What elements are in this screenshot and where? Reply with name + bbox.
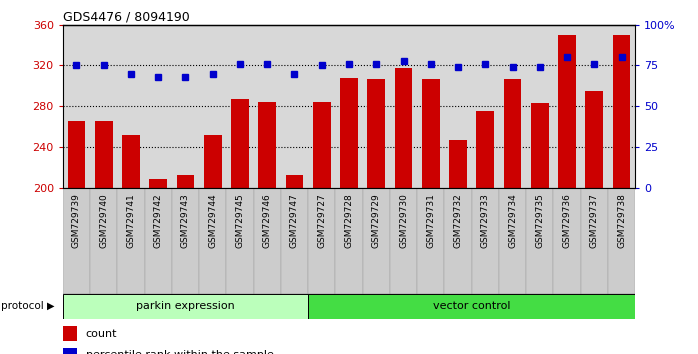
Bar	[581, 188, 608, 294]
Bar	[177, 176, 194, 188]
Text: GSM729735: GSM729735	[535, 193, 544, 248]
Text: GSM729739: GSM729739	[72, 193, 81, 248]
Bar	[554, 188, 581, 294]
Bar	[63, 326, 77, 341]
Bar	[308, 294, 635, 319]
Text: GSM729734: GSM729734	[508, 193, 517, 248]
Bar	[613, 35, 630, 188]
Text: GSM729732: GSM729732	[454, 193, 463, 248]
Bar	[390, 188, 417, 294]
Text: GSM729736: GSM729736	[563, 193, 572, 248]
Bar	[281, 188, 308, 294]
Bar	[226, 188, 253, 294]
Bar	[417, 188, 445, 294]
Bar	[558, 35, 576, 188]
Bar	[231, 99, 248, 188]
Bar	[531, 103, 549, 188]
Text: GSM729733: GSM729733	[481, 193, 490, 248]
Bar	[90, 188, 117, 294]
Text: vector control: vector control	[433, 301, 510, 311]
Bar	[445, 188, 472, 294]
Text: ▶: ▶	[47, 301, 55, 311]
Text: GSM729747: GSM729747	[290, 193, 299, 248]
Bar	[199, 188, 226, 294]
Text: GSM729730: GSM729730	[399, 193, 408, 248]
Text: GSM729727: GSM729727	[318, 193, 326, 248]
Text: GSM729738: GSM729738	[617, 193, 626, 248]
Bar	[285, 176, 304, 188]
Text: GSM729741: GSM729741	[126, 193, 135, 248]
Text: GSM729740: GSM729740	[99, 193, 108, 248]
Bar	[204, 135, 221, 188]
Bar	[526, 188, 554, 294]
Bar	[258, 102, 276, 188]
Bar	[95, 121, 112, 188]
Bar	[340, 78, 358, 188]
Bar	[608, 188, 635, 294]
Bar	[472, 188, 499, 294]
Bar	[422, 79, 440, 188]
Text: GSM729742: GSM729742	[154, 193, 163, 247]
Bar	[504, 79, 521, 188]
Text: GSM729728: GSM729728	[345, 193, 353, 248]
Text: parkin expression: parkin expression	[136, 301, 235, 311]
Text: GSM729743: GSM729743	[181, 193, 190, 248]
Bar	[144, 188, 172, 294]
Bar	[394, 68, 413, 188]
Bar	[117, 188, 144, 294]
Bar	[63, 294, 308, 319]
Bar	[253, 188, 281, 294]
Text: protocol: protocol	[1, 301, 43, 311]
Text: GSM729745: GSM729745	[235, 193, 244, 248]
Bar	[63, 348, 77, 354]
Text: GSM729737: GSM729737	[590, 193, 599, 248]
Bar	[63, 188, 90, 294]
Bar	[499, 188, 526, 294]
Text: GSM729744: GSM729744	[208, 193, 217, 247]
Bar	[586, 91, 603, 188]
Bar	[367, 79, 385, 188]
Text: percentile rank within the sample: percentile rank within the sample	[86, 350, 274, 354]
Bar	[122, 135, 140, 188]
Text: count: count	[86, 329, 117, 339]
Bar	[149, 179, 167, 188]
Bar	[313, 102, 331, 188]
Bar	[363, 188, 390, 294]
Bar	[449, 140, 467, 188]
Bar	[308, 188, 335, 294]
Bar	[172, 188, 199, 294]
Text: GSM729746: GSM729746	[262, 193, 272, 248]
Bar	[477, 111, 494, 188]
Text: GSM729731: GSM729731	[426, 193, 436, 248]
Bar	[335, 188, 363, 294]
Text: GSM729729: GSM729729	[372, 193, 380, 248]
Text: GDS4476 / 8094190: GDS4476 / 8094190	[63, 11, 190, 24]
Bar	[68, 121, 85, 188]
